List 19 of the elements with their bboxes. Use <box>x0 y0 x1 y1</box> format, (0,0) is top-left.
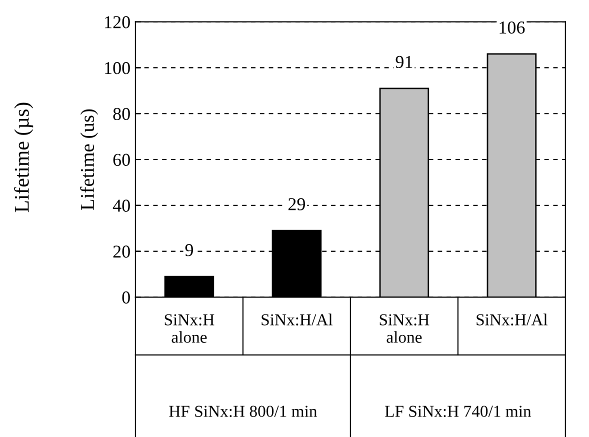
data-label: 29 <box>288 198 305 210</box>
data-label: 9 <box>185 244 193 256</box>
data-label: 106 <box>500 21 525 34</box>
y-tick-label: 60 <box>113 154 130 166</box>
y-tick-label: 120 <box>105 16 130 28</box>
text: Lifetime (µs) <box>14 102 34 212</box>
y-tick-label: 20 <box>113 246 130 258</box>
text: LF SiNx:H 740/1 min <box>385 406 532 418</box>
x-tick-label: SiNx:H alone <box>380 314 430 343</box>
text: HF SiNx:H 800/1 min <box>169 406 318 418</box>
x-tick-label: SiNx:H/Al <box>476 314 548 326</box>
y-tick-label: 0 <box>122 291 130 304</box>
y-tick-label: 100 <box>105 62 130 74</box>
data-label: 91 <box>396 56 412 68</box>
x-tick-label: SiNx:H/Al <box>262 314 332 326</box>
x-tick-label: SiNx:H alone <box>164 314 214 343</box>
y-tick-label: 40 <box>112 200 130 212</box>
y-tick-label: 80 <box>113 108 130 120</box>
y-axis-title: Lifetime (us) <box>80 109 98 210</box>
